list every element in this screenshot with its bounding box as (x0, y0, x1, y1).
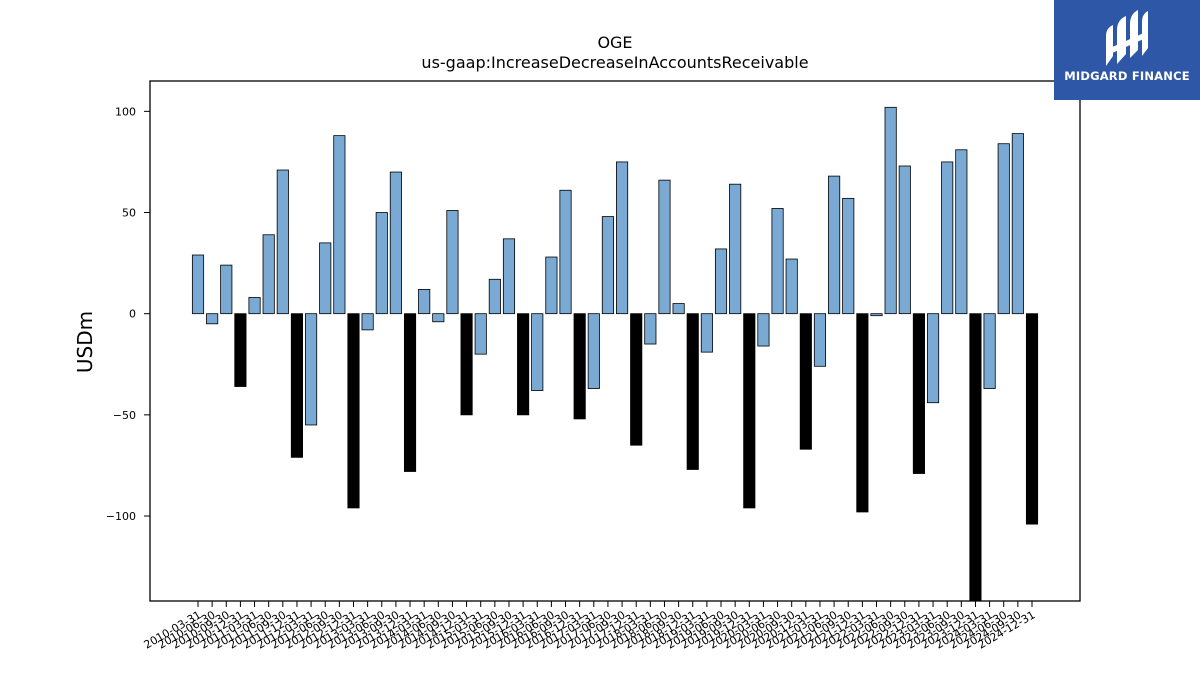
bar-2024-12-31 (1025, 313, 1039, 525)
bars (191, 106, 1039, 602)
y-tick-label: 50 (122, 207, 136, 220)
bar-2019-12-31 (743, 313, 756, 509)
bar-2010-06-30 (206, 313, 219, 325)
chart-subtitle: us-gaap:IncreaseDecreaseInAccountsReceiv… (421, 53, 808, 72)
bar-2010-09-30 (220, 264, 233, 315)
y-axis-label: USDm (73, 311, 97, 373)
bar-2016-03-31 (531, 313, 544, 391)
bar-2018-09-30 (672, 303, 685, 315)
bar-2013-03-31 (361, 313, 374, 331)
bar-2012-09-30 (333, 135, 346, 315)
bar-2012-03-31 (305, 313, 318, 426)
bar-2023-06-30 (941, 161, 954, 315)
bar-2022-12-31 (912, 313, 925, 474)
bar-2011-06-30 (262, 234, 275, 315)
bar-2012-06-30 (319, 242, 332, 315)
bar-2011-09-30 (276, 169, 289, 315)
bar-2014-12-31 (460, 313, 473, 416)
bar-2015-06-30 (488, 278, 501, 315)
bar-2024-09-30 (1011, 133, 1024, 315)
bar-2016-06-30 (545, 256, 558, 315)
bar-2011-12-31 (290, 313, 304, 458)
bar-2023-12-31 (969, 313, 982, 602)
bar-2014-09-30 (446, 210, 459, 315)
bar-2010-12-31 (234, 313, 247, 387)
bar-2015-09-30 (502, 238, 516, 315)
y-axis-ticks: 100 50 0 −50 −100 (106, 105, 150, 523)
bar-2019-06-30 (714, 248, 728, 315)
bar-2021-06-30 (828, 175, 841, 315)
bar-2017-06-30 (601, 216, 614, 315)
y-tick-label: −50 (113, 409, 136, 422)
midgard-finance-logo: MIDGARD FINANCE (1054, 0, 1200, 100)
bar-2017-03-31 (587, 313, 600, 389)
bar-2013-06-30 (375, 212, 388, 315)
bar-2016-09-30 (559, 189, 572, 315)
bar-2011-03-31 (248, 297, 261, 315)
bar-2021-03-31 (813, 313, 827, 367)
bar-2023-03-31 (927, 313, 940, 404)
bar-2018-06-30 (658, 179, 671, 315)
bar-2021-12-31 (856, 313, 869, 513)
y-tick-label: 100 (115, 105, 136, 118)
bar-2015-03-31 (474, 313, 487, 355)
logo-mark-icon (1106, 10, 1148, 66)
bar-2014-06-30 (432, 313, 445, 323)
bar-2018-03-31 (644, 313, 657, 345)
bar-2024-06-30 (997, 143, 1010, 315)
bar-2016-12-31 (573, 313, 586, 420)
bar-2015-12-31 (517, 313, 530, 416)
bar-2019-03-31 (700, 313, 713, 353)
x-axis-ticks: 2010-03-312010-06-302010-09-302010-12-31… (142, 601, 1038, 652)
plot-frame (149, 80, 1081, 602)
bar-2012-12-31 (347, 313, 360, 509)
bar-2019-09-30 (729, 183, 742, 315)
bar-2022-03-31 (870, 313, 883, 317)
bar-2022-06-30 (884, 106, 897, 315)
logo-text: MIDGARD FINANCE (1064, 69, 1190, 83)
bar-2017-09-30 (616, 161, 629, 315)
bar-2014-03-31 (418, 288, 431, 315)
bar-2018-12-31 (686, 313, 699, 470)
bar-2020-12-31 (799, 313, 812, 450)
bar-2020-09-30 (785, 258, 798, 315)
bar-2023-09-30 (955, 149, 968, 315)
bar-2013-09-30 (389, 171, 402, 315)
bar-2013-12-31 (403, 313, 417, 472)
chart-title: OGE (597, 33, 632, 52)
y-tick-label: 0 (129, 308, 136, 321)
bar-2020-03-31 (757, 313, 770, 347)
bar-2024-03-31 (983, 313, 996, 389)
bar-2022-09-30 (898, 165, 911, 315)
bar-2020-06-30 (771, 208, 784, 315)
bar-2010-03-31 (191, 254, 205, 315)
bar-2021-09-30 (842, 197, 855, 315)
bar-2017-12-31 (630, 313, 643, 446)
y-tick-label: −100 (106, 510, 136, 523)
